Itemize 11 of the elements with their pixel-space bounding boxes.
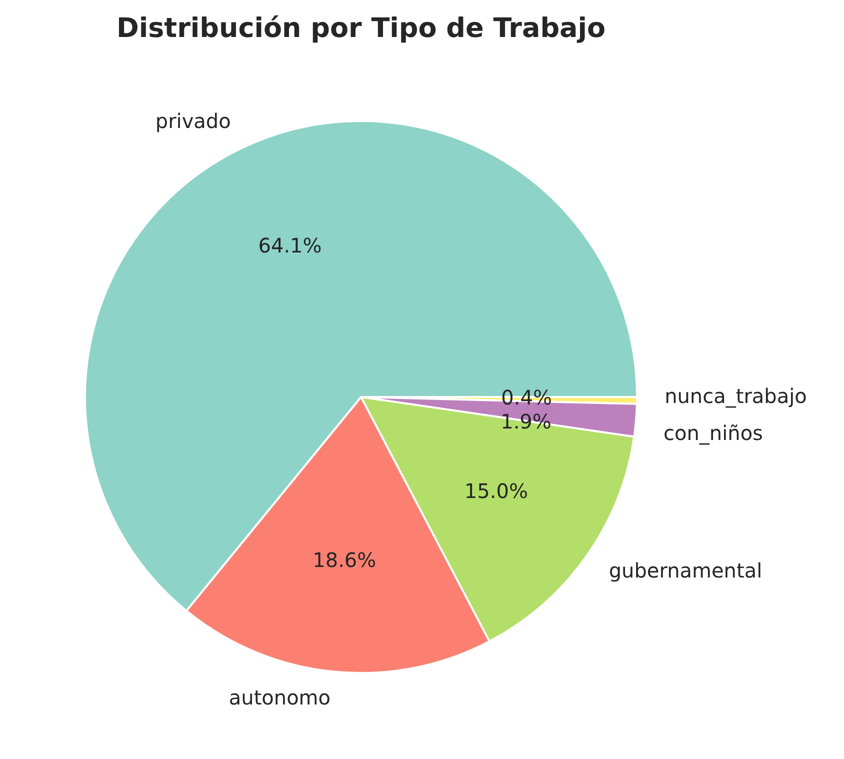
slice-label: gubernamental xyxy=(608,558,762,583)
slice-label: privado xyxy=(155,108,231,133)
chart-title: Distribución por Tipo de Trabajo xyxy=(116,13,606,44)
slice-label: autonomo xyxy=(228,685,331,710)
data-label: 15.0% xyxy=(464,478,528,503)
data-label: 64.1% xyxy=(258,234,322,258)
slice-label: con_niños xyxy=(664,420,763,445)
data-label: 0.4% xyxy=(501,385,552,410)
slice-label: nunca_trabajo xyxy=(664,384,807,408)
data-label: 1.9% xyxy=(500,409,552,434)
data-label: 18.6% xyxy=(312,548,376,572)
